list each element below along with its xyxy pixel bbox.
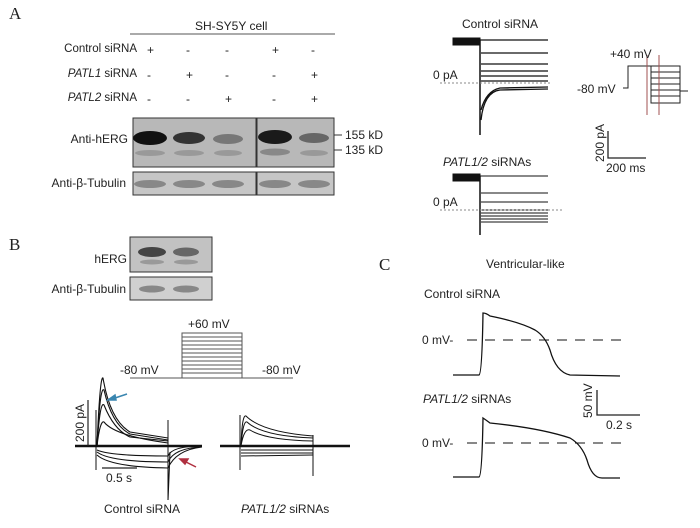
patl-current-traces: [440, 173, 562, 235]
mw-marker-155: 155 kD: [345, 128, 384, 142]
gene-name: PATL1: [67, 68, 102, 80]
scale-time-a: 200 ms: [606, 161, 646, 175]
scale-current-b: 200 pA: [73, 403, 87, 442]
mw-marker-135: 135 kD: [345, 143, 384, 157]
scale-bar-a: [607, 131, 646, 159]
scale-time-c: 0.2 s: [606, 418, 633, 432]
condition-patl-b: PATL1/2 siRNAs: [241, 503, 329, 515]
protocol-high-b: +60 mV: [188, 317, 230, 331]
row-label-text: siRNA: [101, 68, 137, 80]
tubulin-blot-b: [129, 276, 213, 301]
treatment-sign: +: [311, 92, 319, 106]
protocol-high-a: +40 mV: [610, 47, 652, 61]
red-arrow: [178, 458, 197, 468]
panel-label-c: C: [379, 255, 391, 274]
row-label-text: Control siRNA: [64, 43, 137, 55]
voltage-protocol-b: [130, 332, 293, 379]
treatment-sign: +: [225, 92, 233, 106]
treatment-sign: -: [147, 68, 151, 82]
zero-label-patl-a: 0 pA: [433, 195, 458, 209]
treatment-sign: -: [225, 43, 229, 57]
gene-name: PATL1/2: [423, 392, 468, 406]
patl-action-potential: [453, 416, 625, 479]
treatment-sign: +: [147, 43, 155, 57]
treatment-sign: -: [311, 43, 315, 57]
cell-line-title: SH-SY5Y cell: [195, 19, 268, 33]
zero-label-control-c: 0 mV-: [422, 333, 454, 347]
treatment-sign: -: [147, 92, 151, 106]
blot-label-herg-a: Anti-hERG: [70, 132, 128, 146]
zero-label-control-a: 0 pA: [433, 68, 458, 82]
panel-c-title: Ventricular-like: [486, 257, 565, 271]
condition-text: siRNAs: [467, 392, 512, 406]
control-action-potential: [453, 312, 625, 377]
patl-herg-traces: [220, 415, 350, 476]
row-label-patl2: PATL2 siRNA: [67, 92, 137, 105]
panel-label-b: B: [9, 235, 21, 254]
protocol-hold-left-b: -80 mV: [120, 363, 159, 377]
row-label-text: siRNA: [101, 92, 137, 104]
herg-blot-a: [132, 117, 342, 168]
blue-arrow: [105, 393, 128, 401]
blot-label-herg-b: hERG: [94, 252, 127, 266]
blot-label-tubulin-a: Anti-β-Tubulin: [51, 176, 126, 190]
treatment-sign: -: [186, 43, 190, 57]
herg-blot-b: [129, 236, 213, 273]
treatment-sign: +: [272, 43, 280, 57]
condition-control-b: Control siRNA: [104, 502, 181, 516]
control-herg-traces: [75, 377, 203, 501]
gene-name: PATL1/2: [443, 155, 488, 169]
control-current-traces: [440, 37, 550, 135]
blot-label-tubulin-b: Anti-β-Tubulin: [51, 282, 126, 296]
condition-patl-c: PATL1/2 siRNAs: [423, 393, 511, 405]
panel-label-a: A: [9, 4, 22, 23]
tubulin-blot-a: [132, 171, 335, 196]
voltage-protocol-a: [623, 55, 688, 115]
gene-name: PATL1/2: [241, 502, 286, 516]
row-label-patl1: PATL1 siRNA: [67, 68, 137, 81]
scale-time-b: 0.5 s: [106, 471, 133, 485]
trace-title-patl-a: PATL1/2 siRNAs: [443, 156, 531, 168]
scale-current-a: 200 pA: [593, 123, 607, 162]
treatment-sign: +: [186, 68, 194, 82]
treatment-sign: -: [225, 68, 229, 82]
row-label-control: Control siRNA: [64, 43, 137, 56]
treatment-sign: -: [186, 92, 190, 106]
scale-voltage-c: 50 mV: [581, 383, 595, 418]
condition-text: siRNAs: [285, 502, 330, 516]
protocol-hold-right-b: -80 mV: [262, 363, 301, 377]
zero-label-patl-c: 0 mV-: [422, 436, 454, 450]
protocol-hold-a: -80 mV: [577, 82, 616, 96]
treatment-sign: +: [311, 68, 319, 82]
trace-title-control-a: Control siRNA: [462, 17, 539, 31]
title-text: siRNAs: [487, 155, 532, 169]
scale-bar-c: [596, 390, 640, 416]
condition-control-c: Control siRNA: [424, 287, 501, 301]
gene-name: PATL2: [67, 92, 102, 104]
treatment-sign: -: [272, 68, 276, 82]
treatment-sign: -: [272, 92, 276, 106]
